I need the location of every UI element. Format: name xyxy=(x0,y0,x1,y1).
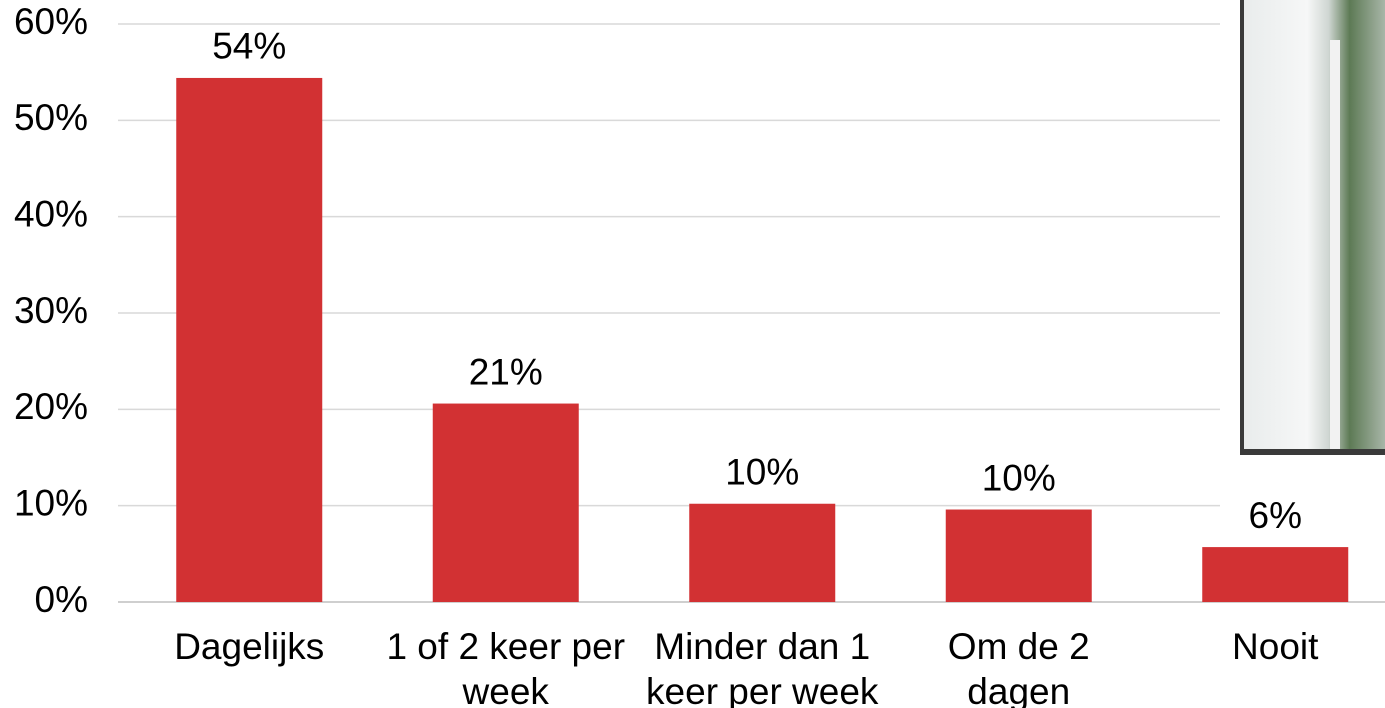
bar xyxy=(432,403,579,602)
bar xyxy=(689,503,836,602)
y-tick-label: 0% xyxy=(35,579,88,620)
y-tick-label: 50% xyxy=(14,97,88,138)
x-tick-label: Om de 2 dagen xyxy=(947,626,1090,708)
value-label: 54% xyxy=(212,26,286,67)
value-label: 10% xyxy=(725,452,799,493)
y-tick-label: 30% xyxy=(14,290,88,331)
y-tick-label: 40% xyxy=(14,193,88,234)
y-tick-label: 20% xyxy=(14,386,88,427)
y-tick-label: 60% xyxy=(14,1,88,42)
bar xyxy=(1202,547,1349,602)
x-tick-label: Nooit xyxy=(1232,626,1319,667)
y-tick-label: 10% xyxy=(14,482,88,523)
x-tick-label: 1 of 2 keer per week xyxy=(386,626,626,708)
bar xyxy=(945,509,1092,602)
value-label: 10% xyxy=(982,457,1056,498)
x-tick-label: Dagelijks xyxy=(174,626,325,667)
value-label: 21% xyxy=(469,351,543,392)
bar xyxy=(176,77,323,603)
value-label: 6% xyxy=(1249,495,1302,536)
photo xyxy=(1240,0,1385,455)
x-tick-label: Minder dan 1 keer per week xyxy=(646,626,879,708)
